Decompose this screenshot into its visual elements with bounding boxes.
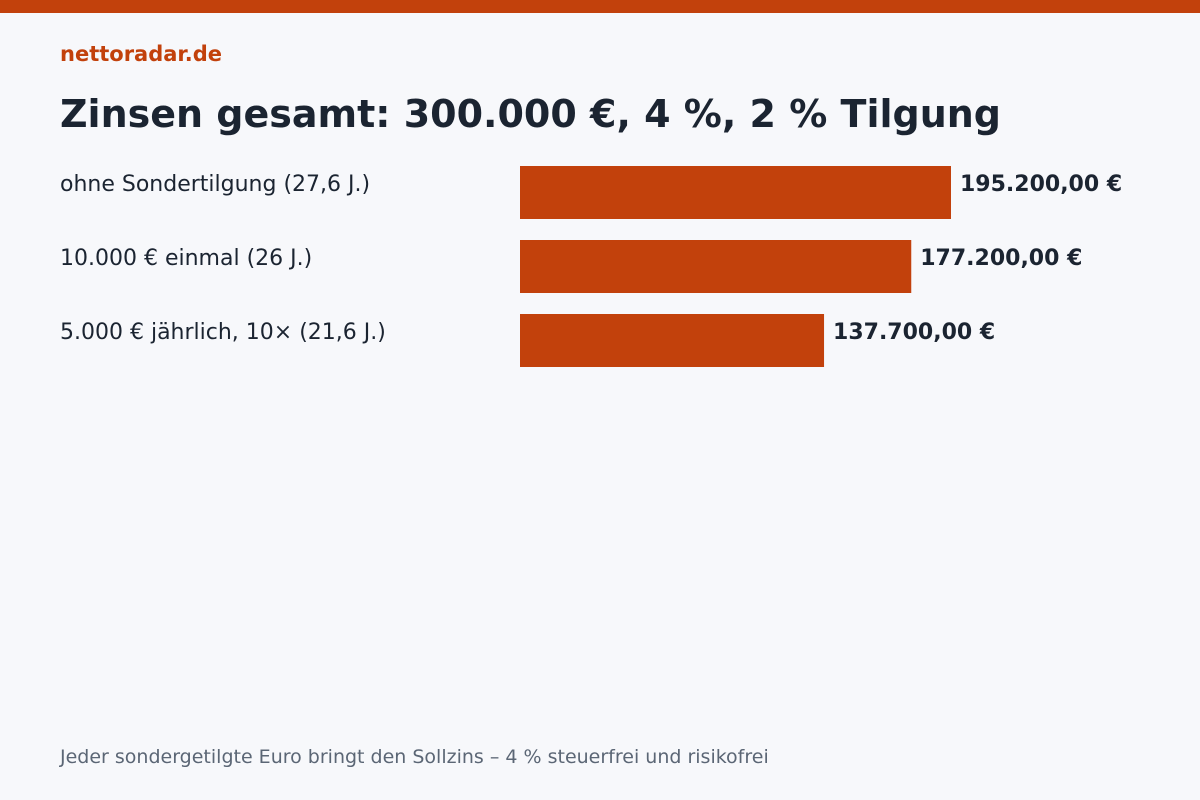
value-label: 177.200,00 € (920, 246, 1082, 271)
category-label: 5.000 € jährlich, 10× (21,6 J.) (60, 320, 386, 345)
bar (520, 314, 825, 367)
top-accent-bar (0, 0, 1200, 13)
category-label: ohne Sondertilgung (27,6 J.) (60, 172, 370, 197)
bar (520, 240, 912, 293)
footer-note: Jeder sondergetilgte Euro bringt den Sol… (60, 746, 769, 768)
bar (520, 166, 951, 219)
category-label: 10.000 € einmal (26 J.) (60, 246, 312, 271)
value-label: 195.200,00 € (960, 172, 1122, 197)
value-label: 137.700,00 € (833, 320, 995, 345)
brand-name: nettoradar.de (60, 42, 223, 66)
chart-title: Zinsen gesamt: 300.000 €, 4 %, 2 % Tilgu… (60, 92, 1002, 136)
